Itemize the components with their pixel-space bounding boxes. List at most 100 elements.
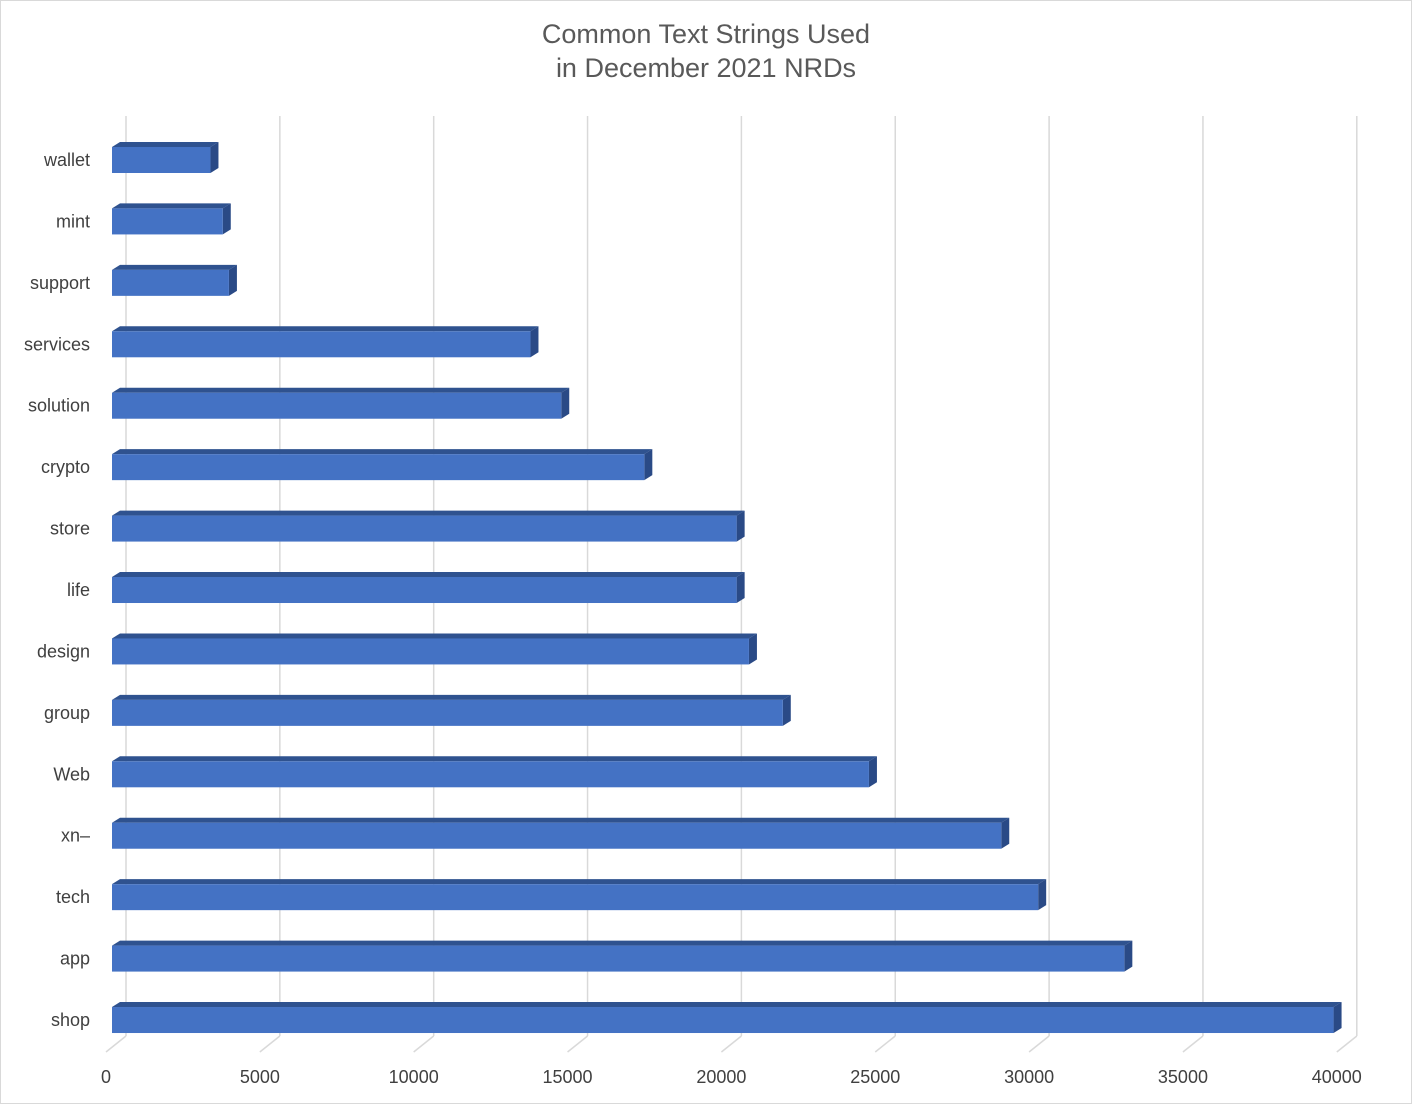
chart-title-line-2: in December 2021 NRDs [555, 53, 857, 83]
chart-title-line-1: Common Text Strings Used [541, 19, 871, 49]
floor-gridline-0 [105, 1035, 127, 1053]
category-label-solution: solution [28, 396, 90, 416]
bar-side-app [1124, 940, 1133, 972]
floor-gridline-35000 [1182, 1035, 1204, 1053]
bar-front-solution [112, 392, 562, 419]
bar-front-life [112, 577, 737, 604]
bar-top-tech [112, 879, 1047, 885]
bar-front-store [112, 515, 737, 542]
category-label-store: store [50, 519, 90, 539]
floor-gridline-30000 [1028, 1035, 1050, 1053]
bar-top-crypto [112, 449, 653, 455]
x-tick-label-5000: 5000 [240, 1067, 280, 1087]
bar-side-life [736, 572, 745, 604]
bar-front-crypto [112, 454, 645, 481]
x-tick-label-20000: 20000 [696, 1067, 746, 1087]
bar-front-support [112, 269, 229, 296]
bar-store [112, 510, 745, 542]
category-label-life: life [67, 580, 90, 600]
category-label-services: services [24, 334, 90, 354]
bar-mint [112, 203, 231, 235]
bar-side-services [530, 326, 539, 358]
bar-side-support [228, 264, 237, 296]
category-label-app: app [60, 949, 90, 969]
x-tick-label-10000: 10000 [389, 1067, 439, 1087]
bar-front-design [112, 638, 749, 665]
floor-gridline-15000 [567, 1035, 589, 1053]
bar-side-tech [1038, 879, 1047, 911]
floor-gridline-40000 [1336, 1035, 1358, 1053]
category-label-group: group [44, 703, 90, 723]
bar-side-design [748, 633, 757, 665]
bar-side-shop [1333, 1002, 1342, 1034]
bar-group [112, 694, 791, 726]
bar-top-services [112, 326, 539, 332]
bar-top-shop [112, 1002, 1342, 1008]
x-tick-label-15000: 15000 [543, 1067, 593, 1087]
bar-front-xn [112, 822, 1002, 849]
category-label-tech: tech [56, 887, 90, 907]
bar-tech [112, 879, 1047, 911]
floor-gridline-20000 [720, 1035, 742, 1053]
bar-crypto [112, 449, 653, 481]
x-tick-label-30000: 30000 [1004, 1067, 1054, 1087]
bar-top-support [112, 264, 237, 270]
bar-top-wallet [112, 142, 219, 147]
bar-design [112, 633, 757, 665]
floor-gridline-10000 [413, 1035, 435, 1053]
bar-front-wallet [112, 147, 211, 173]
category-labels: wallet mint support services solution crypto s… [24, 150, 90, 1030]
bar-top-xn [112, 817, 1010, 823]
bar-top-app [112, 940, 1133, 946]
bar-top-mint [112, 203, 231, 209]
bar-wallet [112, 142, 219, 173]
bar-top-group [112, 694, 791, 700]
bar-front-shop [112, 1007, 1334, 1034]
bar-side-mint [222, 203, 231, 235]
bar-app [112, 940, 1133, 972]
category-label-crypto: crypto [41, 457, 90, 477]
category-label-support: support [30, 273, 90, 293]
floor-gridline-5000 [259, 1035, 281, 1053]
bar-side-crypto [644, 449, 653, 481]
bar-life [112, 572, 745, 604]
bar-side-group [782, 694, 791, 726]
bar-side-store [736, 510, 745, 542]
chart-title: Common Text Strings Used in December 202… [1, 17, 1411, 85]
bar-services [112, 326, 539, 358]
bar-side-solution [561, 387, 570, 419]
floor-gridline-25000 [874, 1035, 896, 1053]
category-label-xn: xn– [61, 826, 90, 846]
bar-front-services [112, 331, 531, 358]
bar-side-xn [1001, 817, 1010, 849]
x-tick-label-0: 0 [101, 1067, 111, 1087]
bar-support [112, 264, 237, 296]
category-label-wallet: wallet [43, 150, 90, 170]
bar-shop [112, 1002, 1342, 1034]
x-axis-ticks: 0 5000 10000 15000 20000 25000 30000 35000 40000 [101, 1067, 1362, 1087]
bar-side-wallet [210, 142, 219, 173]
bar-top-design [112, 633, 757, 639]
x-tick-label-35000: 35000 [1158, 1067, 1208, 1087]
bar-front-web [112, 761, 869, 788]
x-tick-label-25000: 25000 [850, 1067, 900, 1087]
bar-top-web [112, 756, 877, 762]
bar-xn [112, 817, 1010, 849]
bar-web [112, 756, 877, 788]
bar-front-mint [112, 208, 223, 235]
category-label-shop: shop [51, 1010, 90, 1030]
bars [112, 142, 1342, 1034]
x-tick-label-40000: 40000 [1312, 1067, 1362, 1087]
bar-front-group [112, 699, 783, 726]
bar-top-store [112, 510, 745, 516]
bar-side-web [868, 756, 877, 788]
bar-front-app [112, 945, 1125, 972]
bar-top-solution [112, 387, 570, 393]
bar-front-tech [112, 884, 1039, 911]
bar-solution [112, 387, 570, 419]
category-label-mint: mint [56, 211, 90, 231]
bar-top-life [112, 572, 745, 578]
category-label-web: Web [53, 764, 90, 784]
